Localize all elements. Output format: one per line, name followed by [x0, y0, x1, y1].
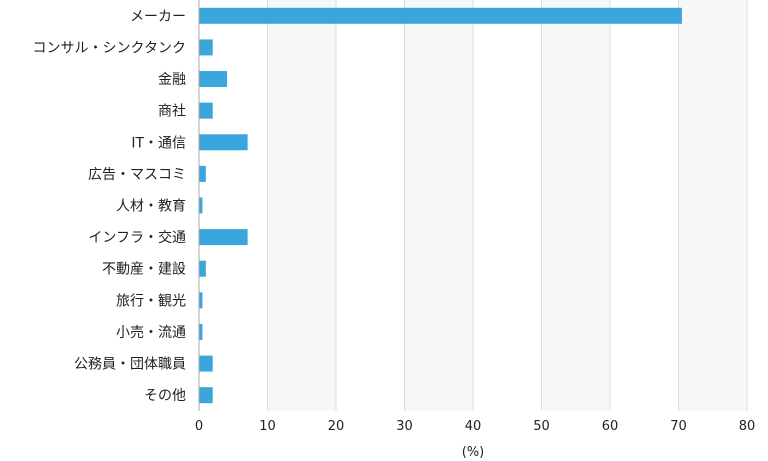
background-bands: [267, 0, 747, 411]
bar: [199, 134, 248, 151]
bar: [199, 229, 248, 246]
background-band: [541, 0, 610, 411]
x-tick-label: 80: [739, 419, 756, 434]
x-tick-label: 10: [259, 419, 276, 434]
background-band: [404, 0, 473, 411]
bar: [199, 323, 203, 340]
bar: [199, 355, 213, 372]
bars: [199, 7, 682, 404]
x-tick-label: 40: [465, 419, 482, 434]
bar: [199, 71, 228, 88]
category-label: インフラ・交通: [88, 229, 186, 246]
bar: [199, 387, 213, 404]
x-axis-title: (%): [462, 445, 485, 460]
bar: [199, 260, 206, 277]
category-label: 金融: [158, 72, 186, 88]
bar: [199, 165, 206, 182]
bar: [199, 39, 213, 56]
x-tick-label: 50: [533, 419, 550, 434]
category-label: 商社: [158, 104, 186, 120]
bar: [199, 7, 682, 24]
background-band: [267, 0, 336, 411]
category-label: その他: [144, 388, 186, 404]
x-tick-label: 30: [396, 419, 413, 434]
category-label: 不動産・建設: [102, 262, 186, 278]
bar: [199, 197, 203, 214]
x-tick-label: 60: [602, 419, 619, 434]
x-tick-labels: 0 10 20 30 40 50 60 70 80: [195, 419, 755, 434]
gridlines: [267, 0, 748, 411]
category-label: メーカー: [130, 9, 186, 25]
category-label: コンサル・シンクタンク: [33, 40, 186, 56]
category-label: 人材・教育: [116, 199, 186, 215]
category-label: 旅行・観光: [116, 292, 186, 309]
bar: [199, 102, 213, 119]
category-label: 広告・マスコミ: [88, 167, 186, 183]
category-label: 小売・流通: [116, 325, 186, 341]
bar: [199, 292, 203, 309]
category-label: IT・通信: [131, 135, 186, 151]
x-tick-label: 0: [195, 419, 203, 434]
x-tick-label: 70: [670, 419, 687, 434]
category-label: 公務員・団体職員: [74, 357, 186, 373]
background-band: [678, 0, 747, 411]
x-tick-label: 20: [328, 419, 345, 434]
